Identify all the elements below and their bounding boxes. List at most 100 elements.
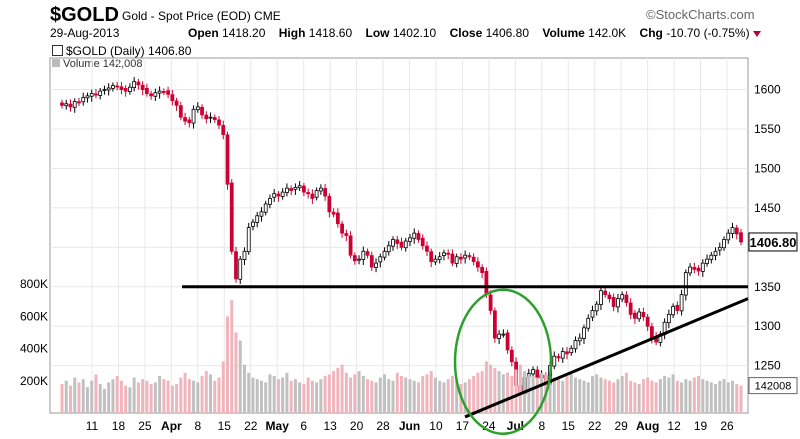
candle-body xyxy=(191,108,196,124)
volume-bar xyxy=(315,382,319,413)
volume-bar xyxy=(213,380,217,413)
volume-bar xyxy=(217,377,221,413)
volume-bar xyxy=(238,340,242,413)
candle-body xyxy=(331,211,336,215)
candle-body xyxy=(488,294,493,311)
volume-bar xyxy=(684,379,688,413)
close-value: 1406.80 xyxy=(485,26,529,40)
time-tick-label: May xyxy=(266,419,290,433)
volume-bar xyxy=(446,379,450,413)
volume-bar xyxy=(306,377,310,413)
candle-body xyxy=(123,87,128,92)
candle-body xyxy=(395,239,400,244)
low-value: 1402.10 xyxy=(392,26,437,40)
volume-bar xyxy=(255,379,259,413)
symbol-title: $GOLD xyxy=(50,4,119,26)
volume-bar xyxy=(701,379,705,413)
volume-bar xyxy=(209,374,213,413)
candle-body xyxy=(268,198,272,205)
candle-body xyxy=(200,106,204,116)
volume-bar xyxy=(497,371,501,413)
volume-bar xyxy=(429,371,433,413)
open-value: 1418.20 xyxy=(222,26,266,40)
candle-body xyxy=(302,185,306,193)
candle-body xyxy=(403,240,408,249)
candle-body xyxy=(161,91,166,93)
candle-body xyxy=(467,255,472,258)
candle-body xyxy=(713,250,718,257)
time-tick-label: 18 xyxy=(112,419,126,433)
candle-body xyxy=(429,251,434,262)
volume-bar xyxy=(230,300,234,413)
candle-body xyxy=(348,235,353,256)
volume-bar xyxy=(170,385,174,413)
volume-bar xyxy=(289,380,293,413)
candle-body xyxy=(565,351,569,355)
candle-body xyxy=(306,192,311,195)
candle-body xyxy=(170,94,175,102)
candle-body xyxy=(128,86,132,92)
volume-bar xyxy=(425,374,429,413)
volume-bar xyxy=(319,379,323,413)
low-label: Low xyxy=(365,26,390,40)
time-tick-label: 25 xyxy=(138,419,152,433)
volume-bar xyxy=(540,372,544,413)
volume-bar xyxy=(192,380,196,413)
volume-bar xyxy=(565,375,569,413)
volume-bar xyxy=(667,377,671,413)
candle-body xyxy=(246,227,251,253)
volume-bar xyxy=(506,372,510,413)
volume-bar xyxy=(620,375,624,413)
volume-bar xyxy=(107,382,111,413)
volume-bar xyxy=(200,375,204,413)
candle-body xyxy=(616,298,620,308)
volume-bar xyxy=(569,374,573,413)
candle-body xyxy=(730,227,735,234)
candle-body xyxy=(217,119,221,126)
price-legend: $GOLD (Daily) 1406.80 xyxy=(52,44,191,58)
volume-bar xyxy=(73,377,77,413)
volume-bar xyxy=(383,374,387,413)
candle-body xyxy=(696,267,701,272)
price-tick-label: 1500 xyxy=(754,161,781,175)
candle-body xyxy=(459,256,463,260)
volume-bar xyxy=(467,379,471,413)
volume-bar xyxy=(183,372,187,413)
candle-body xyxy=(263,203,268,213)
volume-bar xyxy=(391,380,395,413)
volume-bar xyxy=(650,380,654,413)
candle-body xyxy=(683,272,688,296)
volume-bar xyxy=(69,385,72,413)
volume-bar xyxy=(387,379,391,413)
candle-body xyxy=(111,85,115,89)
candle-body xyxy=(425,245,429,252)
last-volume-label: 142008 xyxy=(755,381,792,393)
volume-bar xyxy=(366,379,370,413)
volume-bar xyxy=(102,388,106,413)
volume-bar xyxy=(574,377,577,413)
volume-bar xyxy=(221,361,225,413)
volume-bar xyxy=(697,375,701,413)
volume-bar xyxy=(60,384,64,413)
volume-bar xyxy=(162,379,166,413)
candle-body xyxy=(645,316,650,327)
candle-body xyxy=(365,251,370,256)
volume-bar xyxy=(115,375,119,413)
candle-body xyxy=(60,102,64,106)
price-tick-label: 1450 xyxy=(754,201,781,215)
plot-frame xyxy=(49,57,749,414)
volume-bar xyxy=(599,377,603,413)
volume-bar xyxy=(633,382,637,413)
volume-bar xyxy=(680,382,684,413)
candle-body xyxy=(166,90,170,95)
volume-bar xyxy=(561,380,565,413)
volume-bar xyxy=(132,377,136,413)
volume-bar xyxy=(709,382,713,413)
time-tick-label: Apr xyxy=(161,419,182,433)
time-tick-label: 13 xyxy=(323,419,337,433)
volume-bar xyxy=(408,379,412,413)
volume-bar xyxy=(586,382,590,413)
candle-body xyxy=(666,313,671,324)
volume-bar xyxy=(463,382,467,413)
candle-body xyxy=(560,351,565,359)
